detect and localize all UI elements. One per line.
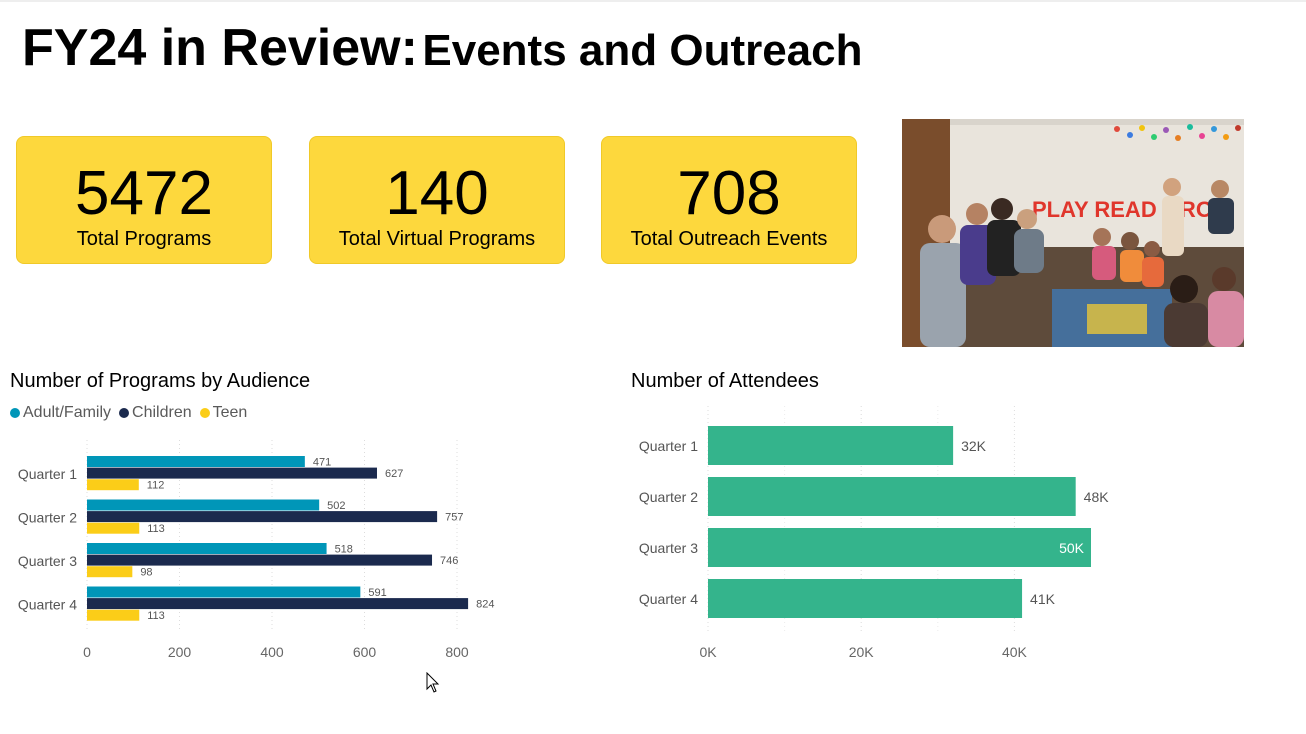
kpi-value: 140 bbox=[385, 159, 489, 228]
page-title-subject: Events and Outreach bbox=[422, 26, 863, 75]
data-label: 471 bbox=[313, 457, 331, 469]
photo-banner-text: PLAY READ GROW bbox=[1032, 197, 1234, 222]
y-category-label: Quarter 4 bbox=[18, 597, 77, 613]
data-label: 50K bbox=[1059, 540, 1085, 556]
page-title: FY24 in Review: Events and Outreach bbox=[22, 16, 863, 93]
bar-adult-family-quarter-2 bbox=[87, 499, 320, 511]
bar-quarter-3 bbox=[708, 528, 1091, 567]
bar-teen-quarter-2 bbox=[87, 522, 140, 534]
data-label: 518 bbox=[335, 544, 353, 556]
y-category-label: Quarter 2 bbox=[639, 489, 698, 505]
bar-children-quarter-1 bbox=[87, 467, 377, 479]
kpi-card-outreach-events: 708 Total Outreach Events bbox=[601, 136, 857, 264]
programs-chart-title: Number of Programs by Audience bbox=[10, 370, 311, 392]
legend-label: Teen bbox=[212, 404, 248, 421]
y-category-label: Quarter 2 bbox=[18, 510, 77, 526]
data-label: 32K bbox=[961, 438, 987, 454]
data-label: 41K bbox=[1030, 591, 1056, 607]
x-tick-label: 0K bbox=[699, 644, 717, 660]
data-label: 627 bbox=[385, 468, 403, 480]
data-label: 591 bbox=[368, 587, 386, 599]
x-tick-label: 0 bbox=[83, 644, 91, 660]
bar-teen-quarter-4 bbox=[87, 609, 140, 621]
top-divider bbox=[0, 0, 1306, 2]
data-label: 824 bbox=[476, 599, 494, 611]
x-tick-label: 600 bbox=[353, 644, 377, 660]
data-label: 98 bbox=[140, 567, 152, 579]
legend-item-adult-family[interactable]: Adult/Family bbox=[10, 404, 111, 422]
y-category-label: Quarter 3 bbox=[18, 553, 77, 569]
bar-teen-quarter-3 bbox=[87, 566, 133, 578]
data-label: 746 bbox=[440, 555, 458, 567]
kpi-value: 5472 bbox=[75, 159, 213, 228]
attendees-chart: 0K 20K 40K Quarter 1 32K Quarter 2 48K Quarter … bbox=[639, 406, 1110, 660]
bar-children-quarter-3 bbox=[87, 554, 433, 566]
y-category-label: Quarter 4 bbox=[639, 591, 698, 607]
bar-children-quarter-2 bbox=[87, 511, 438, 523]
bar-adult-family-quarter-4 bbox=[87, 586, 361, 598]
bar-adult-family-quarter-3 bbox=[87, 543, 327, 554]
kpi-card-total-programs: 5472 Total Programs bbox=[16, 136, 272, 264]
x-tick-label: 20K bbox=[849, 644, 875, 660]
kpi-label: Total Outreach Events bbox=[630, 228, 828, 250]
x-tick-label: 40K bbox=[1002, 644, 1028, 660]
legend-label: Children bbox=[132, 404, 192, 421]
bar-children-quarter-4 bbox=[87, 598, 469, 610]
data-label: 113 bbox=[147, 610, 165, 622]
paper-cranes-decor bbox=[1114, 124, 1241, 141]
page-title-year: FY24 in Review: bbox=[22, 19, 418, 77]
legend-marker bbox=[119, 408, 130, 418]
legend-item-teen[interactable]: Teen bbox=[199, 404, 248, 422]
bar-adult-family-quarter-1 bbox=[87, 456, 305, 467]
bar-quarter-1 bbox=[708, 426, 954, 465]
event-photo: PLAY READ GROW bbox=[902, 119, 1244, 347]
data-label: 48K bbox=[1084, 489, 1110, 505]
data-label: 757 bbox=[445, 512, 463, 524]
bar-quarter-2 bbox=[708, 477, 1076, 516]
legend-item-children[interactable]: Children bbox=[119, 404, 192, 422]
legend-marker bbox=[10, 408, 20, 418]
data-label: 502 bbox=[327, 500, 345, 512]
data-label: 112 bbox=[147, 480, 165, 492]
people-silhouettes bbox=[920, 178, 1244, 347]
kpi-label: Total Virtual Programs bbox=[338, 228, 536, 250]
y-category-label: Quarter 1 bbox=[18, 466, 77, 482]
bar-teen-quarter-1 bbox=[87, 479, 139, 491]
y-category-label: Quarter 3 bbox=[639, 540, 698, 556]
x-tick-label: 400 bbox=[260, 644, 284, 660]
x-tick-label: 800 bbox=[445, 644, 469, 660]
legend-marker bbox=[199, 408, 210, 418]
mouse-cursor-icon bbox=[426, 671, 440, 699]
kpi-card-virtual-programs: 140 Total Virtual Programs bbox=[309, 136, 565, 264]
attendees-chart-title: Number of Attendees bbox=[631, 370, 819, 392]
bar-quarter-4 bbox=[708, 579, 1023, 618]
kpi-label: Total Programs bbox=[76, 228, 212, 250]
programs-by-audience-chart: 0 200 400 600 800 Quarter 1 471 627 112 Quarter 2… bbox=[18, 440, 494, 660]
kpi-value: 708 bbox=[677, 159, 781, 228]
data-label: 113 bbox=[147, 523, 165, 535]
legend-label: Adult/Family bbox=[23, 404, 112, 421]
y-category-label: Quarter 1 bbox=[639, 438, 698, 454]
programs-chart-legend: Adult/Family Children Teen bbox=[10, 404, 255, 422]
x-tick-label: 200 bbox=[168, 644, 192, 660]
